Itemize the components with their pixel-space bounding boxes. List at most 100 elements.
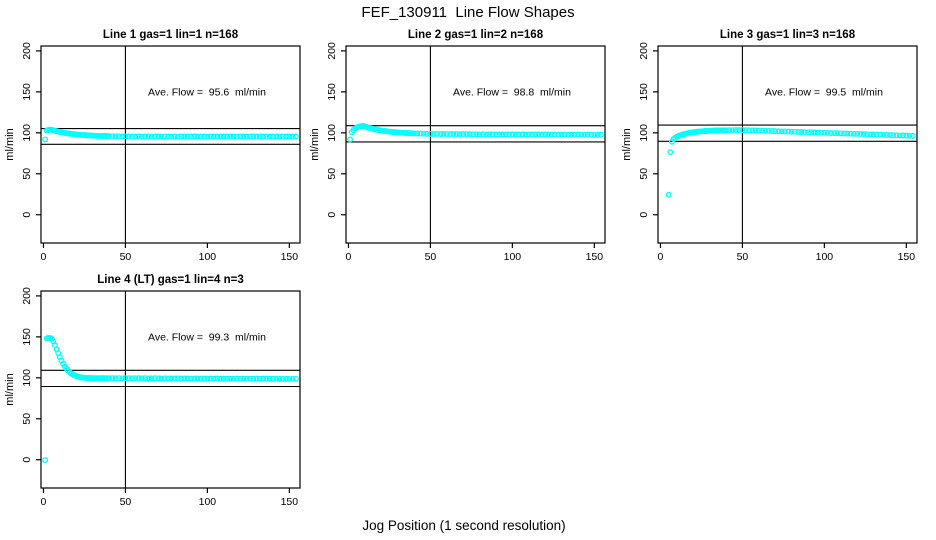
y-tick-label: 0 — [21, 457, 33, 463]
data-point — [808, 129, 815, 136]
data-point — [479, 131, 486, 138]
data-point — [591, 131, 598, 138]
data-point — [224, 375, 231, 382]
data-point — [289, 375, 296, 382]
data-point — [151, 375, 158, 382]
data-point — [821, 129, 828, 136]
data-point — [581, 131, 588, 138]
panel-3-y-axis-label: ml/min — [621, 128, 633, 160]
data-point — [112, 375, 119, 382]
data-point — [857, 131, 864, 138]
y-tick-label: 150 — [638, 83, 650, 101]
data-point — [447, 131, 454, 138]
data-point — [171, 133, 178, 140]
data-point — [496, 131, 503, 138]
y-tick-label: 0 — [638, 212, 650, 218]
data-point — [424, 130, 431, 137]
data-point — [191, 133, 198, 140]
data-point — [42, 136, 49, 143]
data-point — [411, 130, 417, 137]
y-tick-label: 150 — [21, 328, 33, 346]
data-point — [723, 127, 729, 134]
data-point — [273, 133, 280, 140]
y-tick-label: 200 — [21, 42, 33, 60]
data-point — [233, 133, 240, 140]
data-point — [230, 133, 237, 140]
data-point — [545, 131, 552, 138]
panel-2-title: Line 2 gas=1 lin=2 n=168 — [408, 29, 544, 41]
data-point — [240, 133, 247, 140]
data-point — [174, 133, 181, 140]
data-point — [519, 131, 526, 138]
data-point — [253, 375, 260, 382]
data-point — [736, 127, 743, 134]
panel-3-title: Line 3 gas=1 lin=3 n=168 — [720, 29, 856, 41]
y-tick-label: 100 — [21, 369, 33, 387]
y-tick-label: 0 — [21, 212, 33, 218]
y-tick-label: 200 — [326, 42, 338, 60]
data-point — [279, 133, 286, 140]
panel-2-plot-area: 0 50 100 150 0 50 100 150 200 — [326, 42, 606, 263]
data-point — [909, 132, 916, 139]
data-point — [877, 131, 884, 138]
x-tick-label: 100 — [199, 251, 217, 263]
plot-box — [40, 290, 301, 489]
data-point — [772, 128, 779, 135]
data-point — [440, 131, 447, 137]
data-point — [347, 136, 354, 143]
data-point — [191, 375, 198, 382]
data-point — [900, 132, 907, 139]
data-point — [568, 131, 575, 138]
data-point — [181, 375, 188, 382]
data-point — [135, 375, 142, 382]
data-point — [283, 375, 290, 382]
data-point — [194, 375, 201, 382]
data-point — [145, 375, 152, 382]
data-point — [883, 132, 890, 138]
data-point — [873, 131, 880, 138]
data-point — [119, 375, 126, 382]
data-point — [276, 133, 283, 140]
data-point — [243, 133, 250, 140]
plot-box — [345, 45, 606, 244]
data-point — [129, 133, 135, 140]
data-point — [256, 133, 263, 140]
data-point — [276, 375, 283, 382]
data-point — [584, 131, 591, 138]
x-tick-label: 50 — [120, 251, 132, 263]
data-point — [210, 375, 217, 382]
data-point — [237, 133, 244, 140]
data-point — [818, 129, 825, 136]
data-point — [555, 131, 562, 138]
data-point — [125, 375, 132, 382]
panel-3-annotation: Ave. Flow = 99.5 ml/min — [765, 87, 883, 99]
data-point — [542, 131, 549, 138]
x-tick-label: 50 — [737, 251, 749, 263]
panel-1-annotation: Ave. Flow = 95.6 ml/min — [148, 87, 266, 99]
x-tick-label: 0 — [41, 496, 47, 508]
data-point — [224, 133, 231, 140]
data-point — [178, 133, 185, 140]
data-point — [155, 375, 162, 382]
data-point — [594, 131, 601, 138]
x-tick-label: 100 — [199, 496, 217, 508]
data-point — [486, 131, 493, 138]
data-point — [253, 133, 260, 140]
data-point — [283, 133, 290, 140]
data-point — [138, 375, 145, 382]
data-point — [844, 130, 851, 137]
data-point — [158, 375, 165, 382]
y-tick-label: 50 — [638, 168, 650, 180]
x-tick-label: 150 — [281, 496, 299, 508]
data-point — [263, 133, 270, 140]
data-point — [125, 133, 132, 140]
x-tick-label: 150 — [898, 251, 916, 263]
data-point — [752, 127, 759, 134]
data-point — [109, 133, 116, 140]
data-point — [788, 128, 795, 135]
data-point — [286, 375, 293, 382]
data-point — [138, 133, 145, 140]
data-point — [814, 129, 821, 136]
data-point — [210, 133, 217, 140]
data-point — [115, 133, 122, 140]
